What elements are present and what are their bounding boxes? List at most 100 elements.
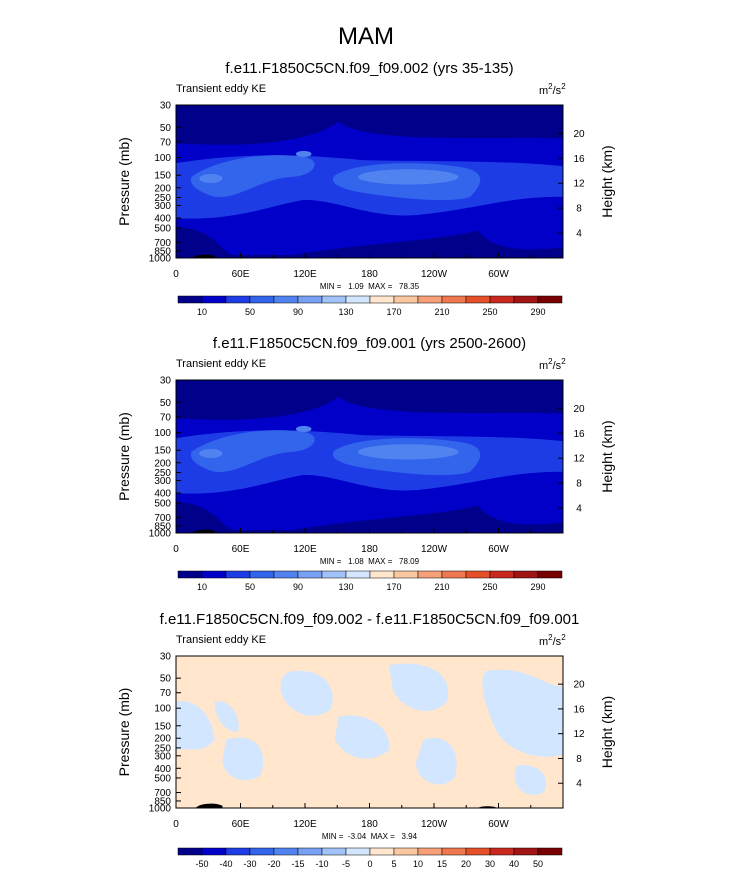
colorbar-label: 290 [530, 307, 545, 317]
y-tick-label: 100 [154, 153, 171, 164]
min-max-label: MIN = 1.09 MAX = 78.35 [320, 282, 420, 291]
colorbar-swatch [273, 295, 299, 304]
colorbar-label: 30 [485, 859, 495, 869]
y2-axis-label: Height (km) [599, 145, 615, 217]
colorbar-swatch [441, 295, 467, 304]
x-tick-label: 180 [361, 544, 378, 555]
units-part: m [539, 360, 548, 372]
colorbar-swatch [489, 295, 515, 304]
y-tick-label: 70 [160, 137, 172, 148]
colorbar-label: 15 [437, 859, 447, 869]
units-part: 2 [548, 82, 553, 91]
units-label: m2/s2 [539, 82, 566, 97]
y2-tick-label: 12 [573, 729, 585, 740]
colorbar-swatch [177, 847, 203, 856]
contour-negative-4 [222, 737, 264, 781]
y-tick-label: 150 [154, 446, 171, 457]
colorbar-label: 10 [413, 859, 423, 869]
colorbar-swatch [369, 570, 395, 579]
colorbar-swatch [273, 847, 299, 856]
colorbar-label: 50 [245, 582, 255, 592]
y-tick-label: 200 [154, 183, 171, 194]
units-part: m [539, 85, 548, 97]
contour-core-west [190, 430, 315, 473]
colorbar-swatch [249, 295, 275, 304]
units-part: /s [553, 636, 562, 648]
x-tick-label: 60E [232, 269, 250, 280]
y-tick-label: 250 [154, 193, 171, 204]
colorbar-swatch [465, 847, 491, 856]
y-tick-label: 50 [160, 123, 172, 134]
colorbar-label: 50 [245, 307, 255, 317]
colorbar-swatch [441, 570, 467, 579]
contour-top [176, 380, 563, 420]
colorbar-label: 90 [293, 307, 303, 317]
contour-peak-west [199, 173, 223, 184]
y-tick-label: 100 [154, 428, 171, 439]
y2-axis-label: Height (km) [599, 420, 615, 492]
y-tick-label: 300 [154, 201, 171, 212]
colorbar-swatch [417, 295, 443, 304]
contour-negative-6 [388, 663, 449, 711]
colorbar-label: -40 [219, 859, 232, 869]
colorbar-swatch [345, 847, 371, 856]
contour-lower [176, 227, 563, 258]
y-tick-label: 200 [154, 458, 171, 469]
contour-peak-mid [295, 425, 312, 433]
y-tick-label: 250 [154, 468, 171, 479]
y-axis-label: Pressure (mb) [116, 688, 132, 777]
x-tick-label: 60W [488, 819, 509, 830]
panel-title: f.e11.F1850C5CN.f09_f09.001 (yrs 2500-26… [213, 335, 526, 352]
x-tick-label: 60E [232, 544, 250, 555]
y-tick-label: 50 [160, 674, 172, 685]
x-tick-label: 120W [421, 269, 448, 280]
colorbar-label: 10 [197, 582, 207, 592]
colorbar-label: 5 [391, 859, 396, 869]
colorbar-swatch [297, 295, 323, 304]
colorbar-swatch [465, 570, 491, 579]
colorbar-swatch [489, 847, 515, 856]
x-tick-label: 120W [421, 544, 448, 555]
colorbar-swatch [201, 295, 227, 304]
x-tick-label: 0 [173, 819, 179, 830]
colorbar-swatch [369, 295, 395, 304]
colorbar-swatch [441, 847, 467, 856]
y2-axis-label: Height (km) [599, 696, 615, 768]
left-label: Transient eddy KE [176, 83, 266, 95]
plot-fill [176, 656, 563, 808]
contour-negative-5 [334, 715, 390, 759]
x-tick-label: 180 [361, 819, 378, 830]
y-tick-label: 850 [154, 796, 171, 807]
y-tick-label: 30 [160, 101, 172, 112]
y2-tick-label: 12 [573, 454, 585, 465]
terrain [191, 254, 215, 258]
colorbar-swatch [393, 847, 419, 856]
y-tick-label: 1000 [149, 254, 172, 265]
y-tick-label: 850 [154, 246, 171, 257]
colorbar-swatch [513, 295, 539, 304]
panel-title: f.e11.F1850C5CN.f09_f09.002 (yrs 35-135) [225, 60, 513, 77]
colorbar-swatch [513, 847, 539, 856]
left-label: Transient eddy KE [176, 634, 266, 646]
x-tick-label: 0 [173, 269, 179, 280]
y2-tick-label: 4 [576, 229, 582, 240]
colorbar-swatch [297, 847, 323, 856]
colorbar-swatch [201, 570, 227, 579]
colorbar-swatch [393, 570, 419, 579]
colorbar-swatch [537, 570, 563, 579]
y-tick-label: 1000 [149, 804, 172, 815]
y-tick-label: 500 [154, 223, 171, 234]
y2-tick-label: 12 [573, 179, 585, 190]
contour-negative-3 [280, 670, 333, 716]
contour-negative-2 [214, 701, 239, 732]
contour-negative-7 [415, 737, 457, 785]
colorbar-swatch [489, 570, 515, 579]
y-tick-label: 70 [160, 688, 172, 699]
colorbar-swatch [249, 847, 275, 856]
colorbar-swatch [321, 295, 347, 304]
colorbar-swatch [321, 570, 347, 579]
panel-1: f.e11.F1850C5CN.f09_f09.002 (yrs 35-135)… [116, 60, 615, 317]
units-part: m [539, 636, 548, 648]
x-tick-label: 120W [421, 819, 448, 830]
colorbar-swatch [201, 847, 227, 856]
